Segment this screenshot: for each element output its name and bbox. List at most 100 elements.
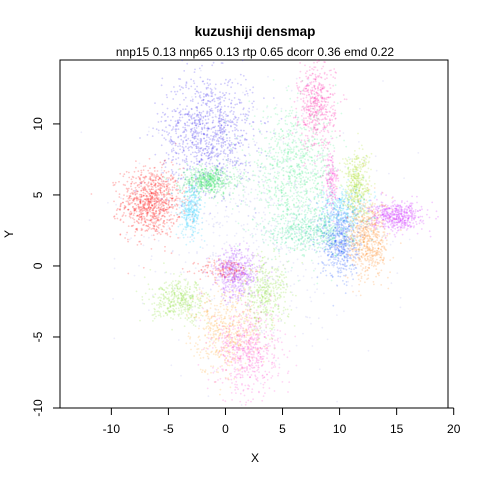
data-point bbox=[252, 92, 254, 94]
data-point bbox=[302, 93, 304, 95]
data-point bbox=[328, 150, 330, 152]
data-point bbox=[220, 83, 222, 85]
data-point bbox=[161, 116, 163, 118]
data-point bbox=[299, 62, 301, 64]
data-point bbox=[322, 175, 324, 177]
data-point bbox=[293, 198, 295, 200]
data-point bbox=[188, 149, 190, 151]
data-point bbox=[113, 216, 115, 218]
data-point bbox=[302, 204, 304, 206]
data-point bbox=[243, 75, 245, 77]
data-point bbox=[204, 269, 206, 271]
data-point bbox=[194, 172, 196, 174]
data-point bbox=[219, 174, 221, 176]
data-point bbox=[131, 225, 133, 227]
data-point bbox=[291, 195, 293, 197]
data-point bbox=[216, 183, 218, 185]
data-point bbox=[338, 180, 340, 182]
data-point bbox=[299, 166, 301, 168]
data-point bbox=[141, 172, 143, 174]
data-point bbox=[348, 157, 350, 159]
data-point bbox=[253, 180, 255, 182]
data-point bbox=[273, 155, 275, 157]
data-point bbox=[321, 98, 323, 100]
data-point bbox=[191, 179, 193, 181]
data-point bbox=[295, 189, 297, 191]
data-point bbox=[223, 100, 225, 102]
data-point bbox=[327, 104, 329, 106]
data-point bbox=[234, 97, 236, 99]
data-point bbox=[134, 203, 136, 205]
data-point bbox=[212, 147, 214, 149]
data-point bbox=[180, 190, 182, 192]
data-point bbox=[131, 178, 133, 180]
data-point bbox=[215, 130, 217, 132]
data-point bbox=[155, 177, 157, 179]
data-point bbox=[335, 195, 337, 197]
data-point bbox=[283, 215, 285, 217]
data-point bbox=[178, 226, 180, 228]
data-point bbox=[335, 84, 337, 86]
data-point bbox=[240, 74, 242, 76]
data-point bbox=[134, 171, 136, 173]
data-point bbox=[329, 118, 331, 120]
data-point bbox=[315, 143, 317, 145]
data-point bbox=[321, 85, 323, 87]
data-point bbox=[278, 139, 280, 141]
data-point bbox=[138, 204, 140, 206]
data-point bbox=[343, 195, 345, 197]
data-point bbox=[150, 199, 152, 201]
data-point bbox=[247, 172, 249, 174]
data-point bbox=[224, 105, 226, 107]
data-point bbox=[293, 150, 295, 152]
data-point bbox=[132, 217, 134, 219]
data-point bbox=[274, 158, 276, 160]
data-point bbox=[285, 123, 287, 125]
data-point bbox=[219, 91, 221, 93]
data-point bbox=[303, 124, 305, 126]
data-point bbox=[323, 192, 325, 194]
data-point bbox=[305, 199, 307, 201]
data-point bbox=[156, 208, 158, 210]
data-point bbox=[325, 199, 327, 201]
data-point bbox=[163, 190, 165, 192]
data-point bbox=[193, 220, 195, 222]
data-point bbox=[144, 221, 146, 223]
data-point bbox=[222, 145, 224, 147]
data-point bbox=[300, 153, 302, 155]
data-point bbox=[174, 142, 176, 144]
data-point bbox=[200, 114, 202, 116]
data-point bbox=[206, 87, 208, 89]
data-point bbox=[219, 104, 221, 106]
data-point bbox=[164, 120, 166, 122]
data-point bbox=[290, 122, 292, 124]
data-point bbox=[198, 191, 200, 193]
data-point bbox=[158, 216, 160, 218]
data-point bbox=[301, 119, 303, 121]
data-point bbox=[312, 111, 314, 113]
data-point bbox=[202, 184, 204, 186]
data-point bbox=[200, 148, 202, 150]
data-point bbox=[205, 179, 207, 181]
data-point bbox=[327, 130, 329, 132]
data-point bbox=[172, 110, 174, 112]
data-point bbox=[207, 115, 209, 117]
data-point bbox=[202, 120, 204, 122]
data-point bbox=[216, 165, 218, 167]
data-point bbox=[244, 94, 246, 96]
data-point bbox=[168, 171, 170, 173]
data-point bbox=[318, 100, 320, 102]
data-point bbox=[177, 237, 179, 239]
data-point bbox=[220, 128, 222, 130]
data-point bbox=[252, 138, 254, 140]
data-point bbox=[320, 115, 322, 117]
data-point bbox=[194, 151, 196, 153]
data-point bbox=[335, 209, 337, 211]
data-point bbox=[199, 68, 201, 70]
data-point bbox=[214, 101, 216, 103]
data-point bbox=[209, 114, 211, 116]
data-point bbox=[132, 193, 134, 195]
data-point bbox=[257, 164, 259, 166]
data-point bbox=[291, 112, 293, 114]
data-point bbox=[178, 175, 180, 177]
